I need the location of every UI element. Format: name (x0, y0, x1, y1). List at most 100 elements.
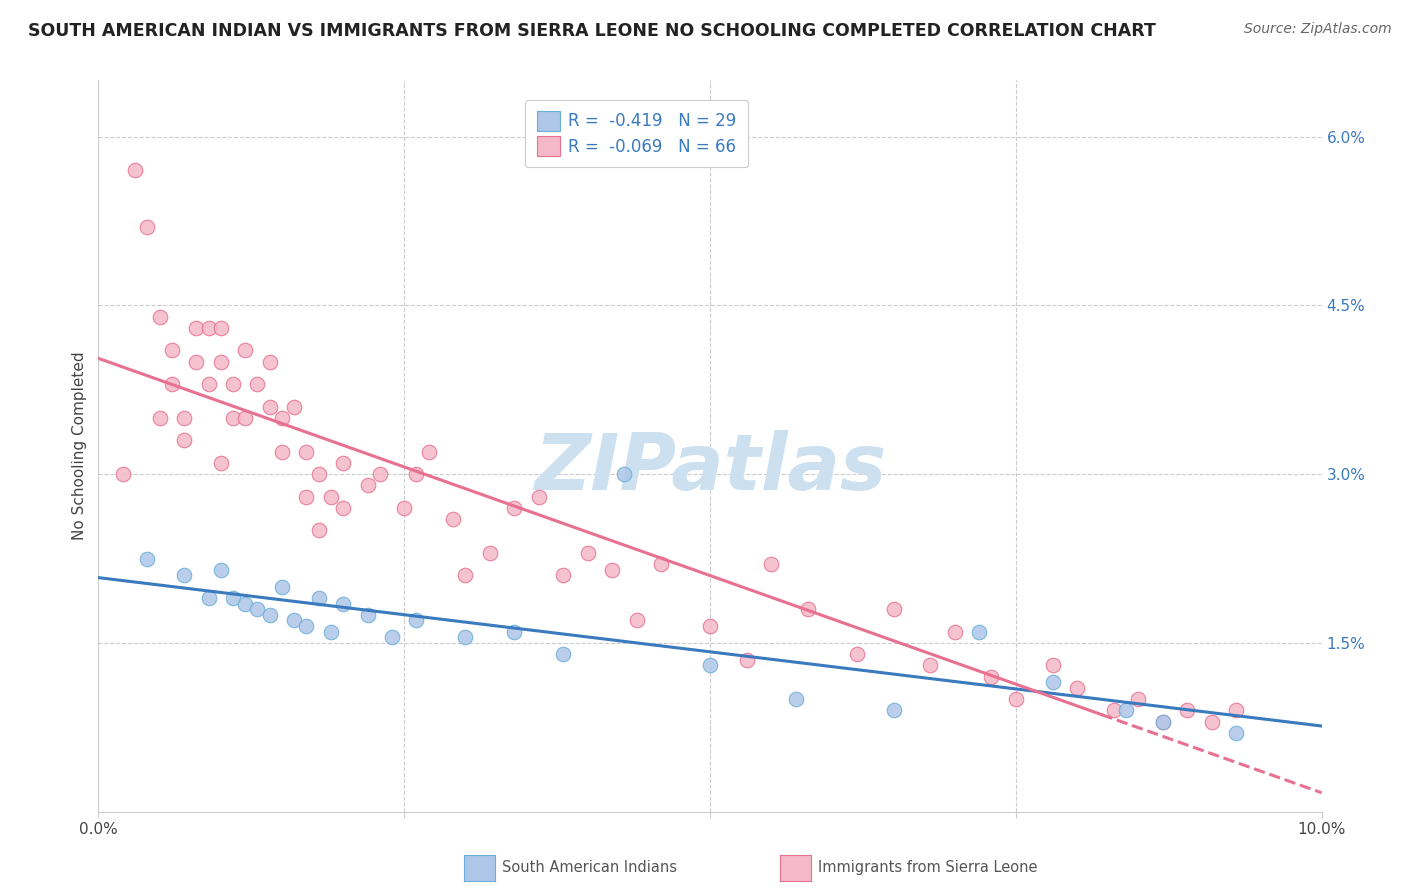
Point (222, 410, 245, 425)
Point (222, 377, 245, 392)
Point (699, 658, 721, 673)
Point (209, 321, 232, 335)
Point (1066, 681, 1088, 695)
Point (650, 557, 672, 571)
Point (319, 624, 342, 639)
Point (173, 434, 195, 448)
Point (1102, 703, 1125, 717)
Point (478, 546, 501, 560)
Point (111, 467, 134, 482)
Text: ZIPatlas: ZIPatlas (534, 430, 886, 506)
Point (785, 692, 807, 706)
Point (136, 219, 159, 234)
Point (209, 563, 232, 577)
Point (441, 512, 464, 526)
Point (149, 310, 172, 324)
Point (332, 597, 354, 611)
Point (626, 614, 648, 628)
Point (883, 602, 905, 616)
Text: South American Indians: South American Indians (502, 861, 676, 875)
Point (259, 400, 281, 414)
Point (943, 624, 966, 639)
Point (405, 614, 427, 628)
Point (735, 653, 758, 667)
Point (197, 321, 219, 335)
Point (967, 624, 990, 639)
Point (149, 410, 172, 425)
Point (308, 524, 330, 538)
Point (246, 602, 269, 616)
Point (233, 410, 256, 425)
Point (270, 444, 292, 458)
Point (270, 580, 292, 594)
Point (233, 597, 256, 611)
Point (160, 377, 183, 392)
Point (418, 444, 440, 458)
Point (270, 410, 292, 425)
Point (699, 619, 721, 633)
Point (173, 410, 195, 425)
Point (392, 500, 416, 515)
Point (600, 563, 623, 577)
Point (209, 456, 232, 470)
Point (319, 490, 342, 504)
Point (1201, 714, 1223, 729)
Point (186, 354, 208, 368)
Point (283, 614, 305, 628)
Point (980, 670, 1002, 684)
Point (759, 557, 782, 571)
Point (173, 568, 195, 582)
Point (124, 163, 146, 178)
Point (197, 377, 219, 392)
Point (883, 703, 905, 717)
Point (356, 478, 378, 492)
Point (1175, 703, 1198, 717)
Point (246, 377, 269, 392)
Point (197, 591, 219, 605)
Point (295, 619, 318, 633)
Point (576, 546, 599, 560)
Text: Source: ZipAtlas.com: Source: ZipAtlas.com (1244, 22, 1392, 37)
Point (527, 490, 550, 504)
Point (356, 607, 378, 622)
Point (553, 647, 575, 661)
Point (1042, 658, 1064, 673)
Point (1042, 675, 1064, 690)
Y-axis label: No Schooling Completed: No Schooling Completed (72, 351, 87, 541)
Point (308, 591, 330, 605)
Point (1225, 726, 1247, 740)
Point (454, 568, 477, 582)
Point (845, 647, 868, 661)
Point (613, 467, 636, 482)
Point (1152, 714, 1174, 729)
Point (186, 321, 208, 335)
Point (1152, 714, 1174, 729)
Point (209, 354, 232, 368)
Point (454, 630, 477, 644)
Point (332, 456, 354, 470)
Point (553, 568, 575, 582)
Legend: R =  -0.419   N = 29, R =  -0.069   N = 66: R = -0.419 N = 29, R = -0.069 N = 66 (524, 100, 748, 168)
Point (160, 343, 183, 358)
Point (233, 343, 256, 358)
Point (1128, 692, 1150, 706)
Point (295, 444, 318, 458)
Point (1004, 692, 1026, 706)
Point (259, 354, 281, 368)
Point (332, 500, 354, 515)
Text: SOUTH AMERICAN INDIAN VS IMMIGRANTS FROM SIERRA LEONE NO SCHOOLING COMPLETED COR: SOUTH AMERICAN INDIAN VS IMMIGRANTS FROM… (28, 22, 1156, 40)
Point (1225, 703, 1247, 717)
Point (503, 500, 526, 515)
Text: Immigrants from Sierra Leone: Immigrants from Sierra Leone (818, 861, 1038, 875)
Point (920, 658, 942, 673)
Point (1115, 703, 1137, 717)
Point (259, 607, 281, 622)
Point (283, 400, 305, 414)
Point (368, 467, 391, 482)
Point (797, 602, 820, 616)
Point (222, 591, 245, 605)
Point (295, 490, 318, 504)
Point (136, 551, 159, 566)
Point (405, 467, 427, 482)
Point (308, 467, 330, 482)
